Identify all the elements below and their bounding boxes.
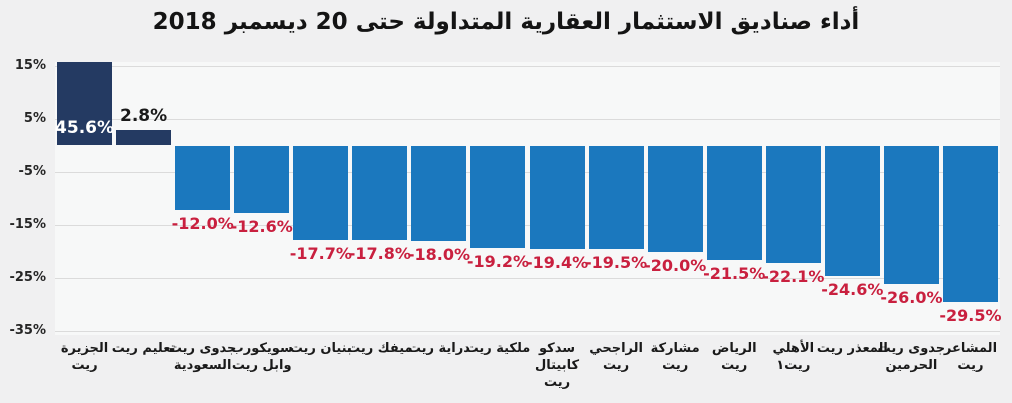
gridline — [55, 65, 1000, 67]
bar-8 — [529, 146, 585, 249]
y-axis-tick-label: -35% — [9, 322, 46, 338]
gridline — [55, 277, 1000, 279]
bar-6 — [411, 146, 467, 242]
bar-value-label: -22.1% — [762, 267, 825, 287]
bar-15 — [942, 146, 998, 303]
x-category-label: ميفك ريت — [347, 341, 413, 356]
bar-value-label: -29.5% — [939, 306, 1002, 326]
bar-0 — [57, 62, 113, 145]
gridline — [55, 330, 1000, 332]
bar-value-label: -19.2% — [466, 251, 530, 271]
bar-4 — [293, 146, 349, 240]
x-category-label: تعليم ريت — [111, 341, 176, 356]
x-category-label: المعذر ريت — [816, 341, 888, 356]
bar-value-label: -21.5% — [703, 263, 766, 283]
bar-value-label: 45.6% — [55, 118, 115, 138]
bar-7 — [470, 146, 526, 248]
bar-value-label: -24.6% — [821, 280, 884, 300]
x-category-label: الأهلي ريت١ — [772, 341, 815, 373]
plot-area: 45.6% 2.8% -12.0% -12.6% -17.7% -17.8% -18.0% -… — [55, 62, 1002, 335]
bar-12 — [765, 146, 821, 264]
bar-value-label: -17.8% — [348, 244, 411, 264]
x-category-label: المشاعر ريت — [943, 341, 998, 373]
bar-1 — [116, 130, 172, 145]
bar-14 — [883, 146, 939, 284]
x-category-label: مشاركة ريت — [650, 341, 700, 373]
bar-10 — [647, 146, 703, 252]
x-category-label: الراجحي ريت — [589, 341, 643, 373]
bar-9 — [588, 146, 644, 250]
x-category-label: الجزيرة ريت — [60, 341, 109, 373]
x-category-label: ملكية ريت — [465, 341, 531, 356]
x-category-label: جدوى ريت الحرمين — [877, 341, 946, 373]
bar-value-label: -26.0% — [880, 287, 943, 307]
bar-value-label: -18.0% — [407, 245, 470, 265]
x-category-label: جدوى ريت السعودية — [168, 341, 237, 373]
x-category-label: الرياض ريت — [711, 341, 757, 373]
bar-5 — [352, 146, 408, 241]
bar-value-label: -12.0% — [171, 213, 234, 233]
y-axis-tick-label: -15% — [9, 216, 46, 232]
x-category-label: دراية ريت — [407, 341, 470, 356]
gridline — [55, 118, 1000, 120]
x-category-label: سويكورب وابل ريت — [230, 341, 293, 373]
x-category-label: بنيان ريت — [289, 341, 352, 356]
bar-value-label: -19.5% — [585, 253, 648, 273]
y-axis-tick-label: -5% — [18, 163, 46, 179]
bar-2 — [175, 146, 231, 210]
bar-value-label: 2.8% — [120, 106, 168, 127]
y-axis-tick-label: -25% — [9, 269, 46, 285]
x-category-label: سدكو كابيتال ريت — [534, 341, 580, 390]
bar-11 — [706, 146, 762, 260]
chart-title: أداء صناديق الاستثمار العقارية المتداولة… — [152, 9, 860, 35]
y-axis-tick-label: 5% — [23, 110, 46, 126]
bar-value-label: -20.0% — [644, 256, 707, 275]
bar-value-label: -12.6% — [230, 216, 293, 236]
y-axis-tick-label: 15% — [14, 57, 46, 73]
gridline — [55, 224, 1000, 226]
bar-13 — [824, 146, 880, 277]
bar-value-label: -17.7% — [289, 243, 352, 263]
bar-value-label: -19.4% — [525, 252, 589, 272]
bar-3 — [234, 146, 290, 213]
gridline — [55, 171, 1000, 173]
